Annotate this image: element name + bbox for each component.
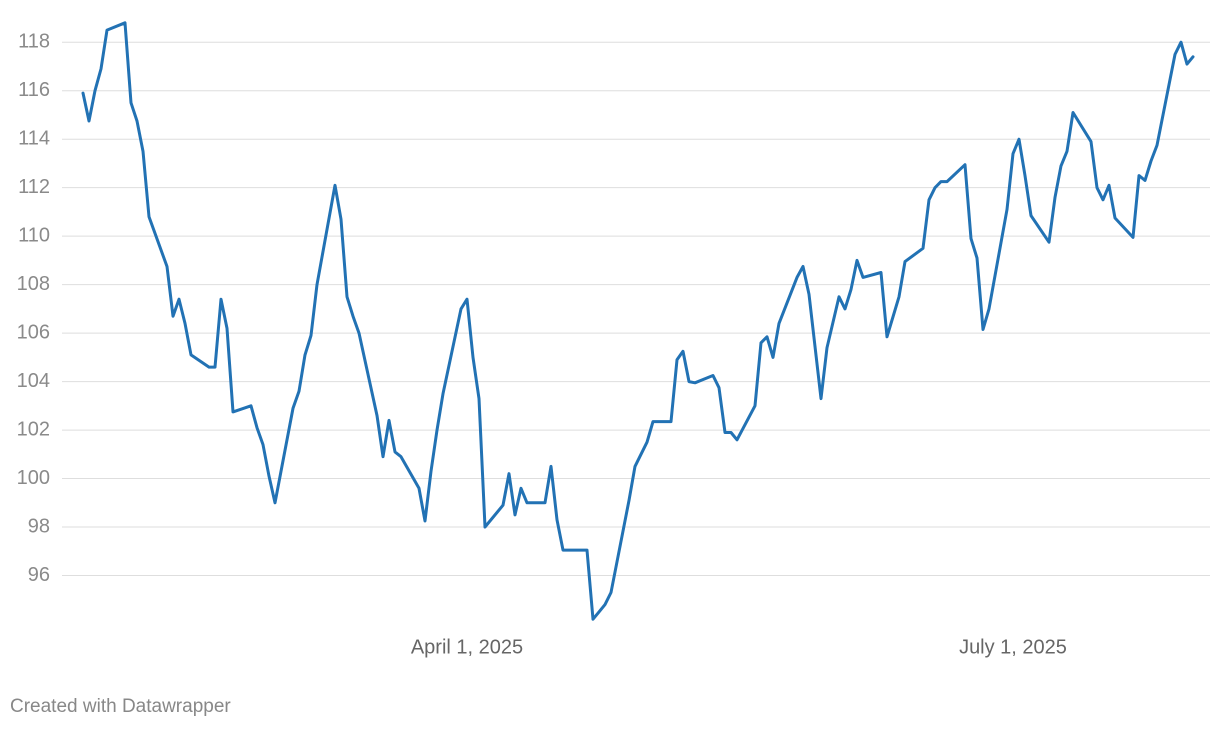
line <box>81 21 1195 621</box>
y-tick-label: 116 <box>18 79 50 101</box>
y-tick-label: 102 <box>17 418 50 440</box>
y-tick-label: 98 <box>28 515 50 537</box>
y-tick-label: 110 <box>18 224 50 246</box>
y-tick-label: 108 <box>17 273 50 295</box>
y-tick-label: 100 <box>17 467 50 489</box>
y-tick-label: 96 <box>28 564 50 586</box>
y-tick-label: 106 <box>17 321 50 343</box>
x-tick-label: July 1, 2025 <box>959 636 1067 658</box>
y-tick-label: 118 <box>18 31 50 53</box>
y-tick-label: 114 <box>18 127 50 149</box>
y-tick-label: 112 <box>18 176 50 198</box>
x-tick-label: April 1, 2025 <box>411 636 523 658</box>
credit: Created with Datawrapper <box>10 696 231 717</box>
y-tick-label: 104 <box>17 370 50 392</box>
